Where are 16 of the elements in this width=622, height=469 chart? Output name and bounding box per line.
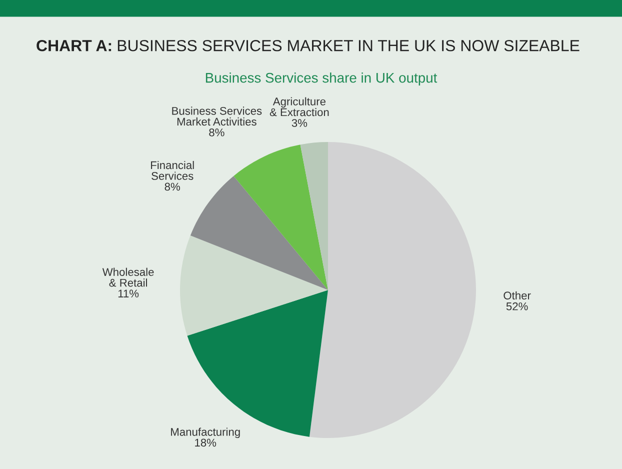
data-label: 52% (506, 302, 528, 310)
pie-slice (300, 142, 328, 290)
slice-label: Agriculture & Extraction (270, 97, 329, 116)
data-label: 8% (209, 128, 224, 136)
data-label: 11% (118, 290, 139, 298)
slice-label: Financial Services (151, 160, 194, 180)
slice-label: Wholesale & Retail (102, 268, 154, 287)
data-label: 18% (195, 438, 216, 447)
slice-label: Manufacturing (171, 428, 240, 438)
data-label: 3% (292, 119, 308, 127)
chart-title: CHART A: BUSINESS SERVICES MARKET IN THE UK IS NOW SIZEABLE (36, 40, 580, 52)
slice-label: Business Services Market Activities (172, 106, 262, 126)
data-label: 8% (164, 182, 180, 191)
chart-subtitle: Business Services share in UK output (206, 72, 438, 86)
pie-slice (234, 144, 328, 290)
slice-label: Other (504, 291, 531, 300)
